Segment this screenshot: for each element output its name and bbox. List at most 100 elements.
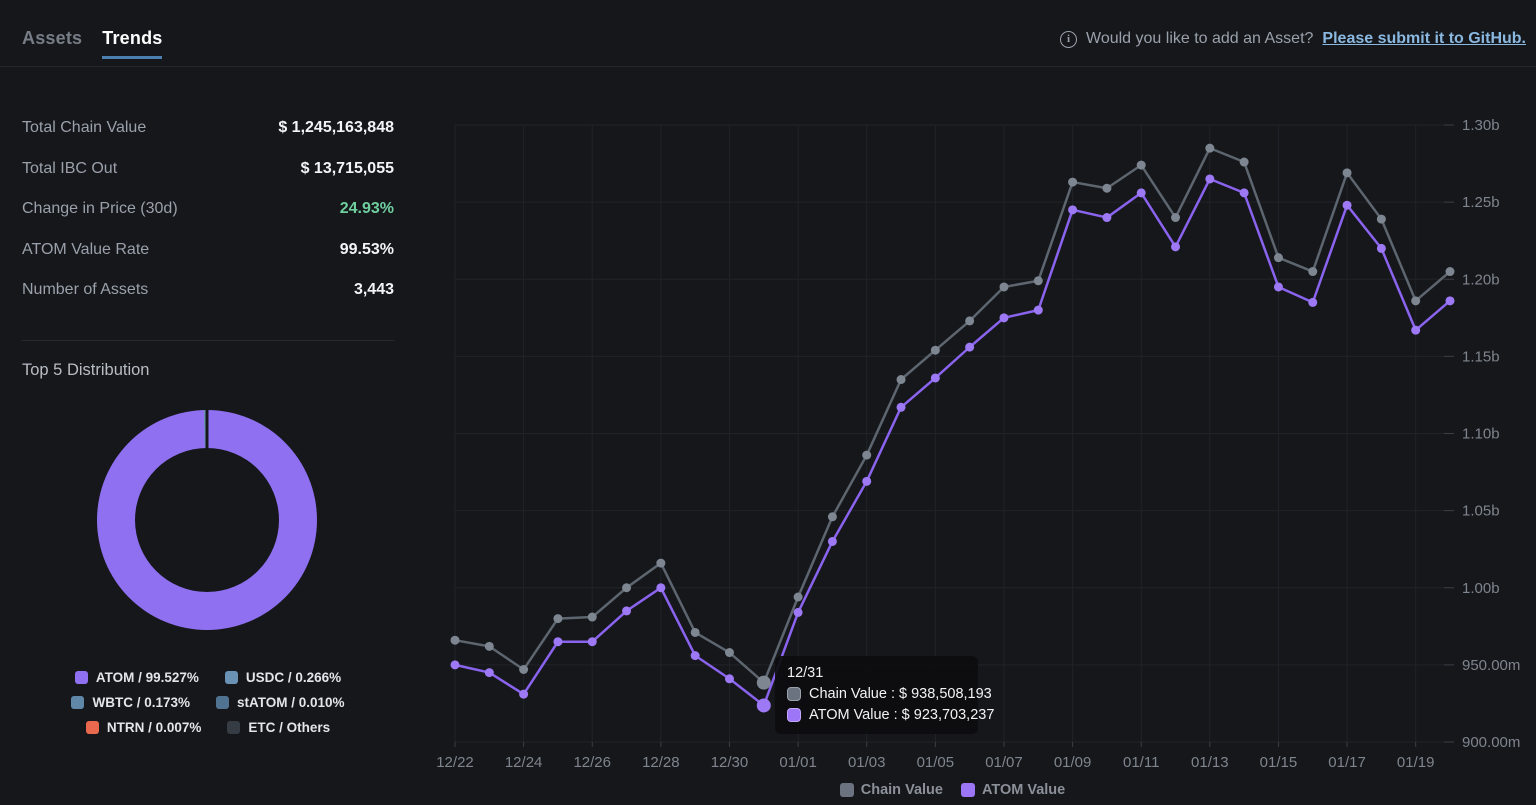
data-point[interactable] (484, 668, 494, 678)
x-axis-label: 01/01 (779, 754, 817, 771)
donut-legend-item[interactable]: NTRN / 0.007% (85, 720, 201, 735)
data-point[interactable] (484, 641, 494, 651)
x-axis-label: 12/30 (711, 754, 749, 771)
x-axis-label: 12/24 (505, 754, 543, 771)
data-point[interactable] (862, 476, 872, 486)
x-axis-label: 01/15 (1260, 754, 1298, 771)
y-axis-label: 1.25b (1462, 194, 1500, 211)
statom-swatch (215, 696, 229, 709)
data-point[interactable] (1411, 325, 1421, 335)
chart-legend-swatch (960, 783, 975, 797)
series-line-atom-value[interactable] (453, 177, 1452, 707)
data-point[interactable] (587, 612, 597, 622)
x-axis-label: 01/05 (917, 754, 955, 771)
data-point[interactable] (519, 689, 529, 699)
tooltip-series-value: Chain Value : $ 938,508,193 (809, 686, 992, 702)
data-point[interactable] (999, 282, 1009, 292)
data-point[interactable] (622, 583, 632, 593)
data-point[interactable] (553, 637, 563, 647)
data-point[interactable] (1033, 276, 1043, 286)
data-point[interactable] (450, 635, 460, 645)
data-point[interactable] (450, 660, 460, 670)
data-point[interactable] (1239, 188, 1249, 198)
data-point[interactable] (1308, 267, 1318, 277)
data-point[interactable] (1273, 253, 1283, 263)
donut-legend-item[interactable]: WBTC / 0.173% (71, 695, 190, 710)
data-point[interactable] (1171, 213, 1181, 223)
data-point[interactable] (1102, 213, 1112, 223)
stat-value: 99.53% (339, 240, 394, 258)
stat-label: Change in Price (30d) (22, 200, 178, 218)
x-axis-label: 12/22 (436, 754, 474, 771)
data-point[interactable] (1273, 282, 1283, 292)
data-point[interactable] (690, 627, 700, 637)
data-point[interactable] (724, 674, 734, 684)
data-point[interactable] (1102, 183, 1112, 193)
data-point[interactable] (1411, 296, 1421, 306)
tab-assets[interactable]: Assets (22, 28, 83, 48)
data-point[interactable] (1068, 205, 1078, 215)
data-point[interactable] (1376, 243, 1386, 253)
stat-row: ATOM Value Rate 99.53% (22, 230, 394, 271)
data-point[interactable] (1136, 188, 1146, 198)
data-point[interactable] (656, 583, 666, 593)
donut-legend-item[interactable]: stATOM / 0.010% (215, 695, 345, 710)
data-point[interactable] (622, 606, 632, 616)
data-point[interactable] (724, 648, 734, 658)
data-point[interactable] (930, 345, 940, 355)
stat-row: Change in Price (30d) 24.93% (22, 189, 394, 230)
chart-legend-item[interactable]: Chain Value (839, 782, 943, 798)
donut-legend-item[interactable]: ATOM / 99.527% (74, 670, 199, 685)
stat-label: ATOM Value Rate (22, 240, 150, 258)
donut-legend-item[interactable]: ETC / Others (227, 720, 330, 735)
data-point[interactable] (587, 637, 597, 647)
data-point[interactable] (1136, 160, 1146, 170)
data-point[interactable] (656, 558, 666, 568)
donut-legend-label: ATOM / 99.527% (95, 670, 199, 685)
distribution-donut-chart[interactable] (97, 409, 317, 630)
github-submit-link[interactable]: Please submit it to GitHub. (1322, 30, 1526, 47)
data-point[interactable] (519, 665, 529, 675)
data-point[interactable] (965, 342, 975, 352)
distribution-title: Top 5 Distribution (22, 361, 150, 379)
data-point[interactable] (793, 592, 803, 602)
data-point[interactable] (1068, 177, 1078, 187)
data-point[interactable] (1445, 296, 1455, 306)
data-point[interactable] (1171, 242, 1181, 252)
donut-legend-item[interactable]: USDC / 0.266% (224, 670, 341, 685)
stat-value: $ 1,245,163,848 (278, 119, 394, 137)
data-point[interactable] (1342, 200, 1352, 210)
stat-value: 24.93% (339, 200, 394, 218)
tooltip-series-swatch (787, 687, 801, 701)
data-point[interactable] (862, 450, 872, 460)
data-point[interactable] (553, 614, 563, 624)
data-point[interactable] (896, 402, 906, 412)
data-point[interactable] (1376, 214, 1386, 224)
highlighted-data-point[interactable] (756, 698, 771, 713)
data-point[interactable] (827, 512, 837, 522)
highlighted-data-point[interactable] (756, 675, 771, 690)
data-point[interactable] (1239, 157, 1249, 167)
data-point[interactable] (999, 313, 1009, 323)
data-point[interactable] (1342, 168, 1352, 178)
data-point[interactable] (827, 536, 837, 546)
chart-legend-item[interactable]: ATOM Value (960, 782, 1065, 798)
data-point[interactable] (1308, 297, 1318, 307)
data-point[interactable] (1445, 267, 1455, 277)
info-circle-icon: i (1060, 30, 1078, 48)
data-point[interactable] (1205, 143, 1215, 153)
data-point[interactable] (1205, 174, 1215, 184)
data-point[interactable] (896, 375, 906, 385)
data-point[interactable] (965, 316, 975, 326)
y-axis-label: 1.20b (1462, 271, 1500, 288)
data-point[interactable] (793, 607, 803, 617)
data-point[interactable] (930, 373, 940, 383)
stat-row: Total IBC Out $ 13,715,055 (22, 149, 394, 190)
tab-trends[interactable]: Trends (102, 28, 163, 59)
series-line-chain-value[interactable] (453, 146, 1452, 684)
tooltip-row: Chain Value : $ 938,508,193 (787, 686, 992, 702)
data-point[interactable] (1033, 305, 1043, 315)
data-point[interactable] (690, 651, 700, 661)
